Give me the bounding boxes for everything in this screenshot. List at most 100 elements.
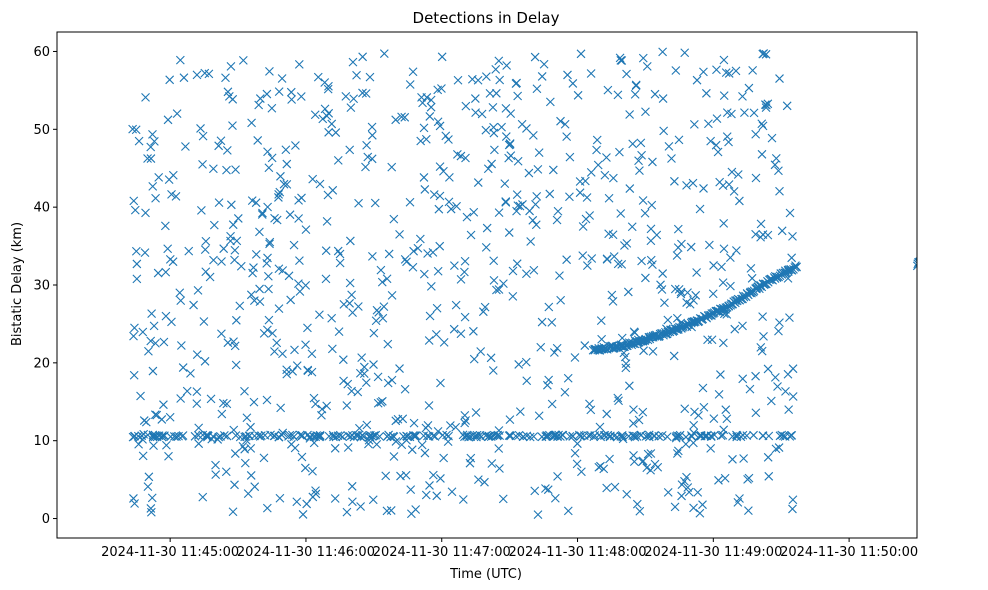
scatter-point (610, 482, 620, 492)
scatter-point (254, 100, 264, 110)
scatter-point (281, 145, 291, 155)
scatter-point (545, 97, 555, 107)
scatter-point (217, 329, 226, 339)
scatter-point (318, 114, 328, 124)
scatter-point (134, 439, 144, 449)
y-tick-label: 40 (33, 201, 50, 216)
scatter-point (714, 475, 723, 485)
scatter-point (699, 184, 708, 193)
scatter-point (534, 148, 544, 158)
x-tick-label: 2024-11-30 11:46:00 (237, 545, 375, 560)
scatter-point (533, 164, 543, 174)
scatter-point (262, 259, 272, 268)
scatter-point (152, 410, 162, 420)
scatter-point (153, 268, 163, 278)
scatter-point (545, 189, 555, 199)
scatter-point (681, 439, 691, 449)
scatter-point (129, 494, 138, 503)
scatter-point (317, 404, 327, 414)
scatter-point (628, 139, 638, 149)
scatter-point (613, 393, 623, 403)
scatter-point (169, 432, 179, 441)
scatter-point (342, 507, 352, 517)
scatter-point (324, 431, 334, 441)
scatter-point (294, 214, 304, 223)
scatter-point (449, 261, 459, 271)
scatter-point (560, 119, 570, 129)
scatter-point (143, 154, 152, 163)
scatter-point (763, 364, 773, 374)
scatter-point (639, 346, 648, 356)
scatter-point (553, 471, 562, 481)
scatter-point (674, 135, 684, 145)
scatter-point (724, 137, 733, 147)
scatter-point (501, 132, 511, 141)
scatter-point (432, 491, 442, 501)
scatter-point (634, 415, 644, 425)
scatter-point (489, 122, 498, 132)
scatter-point (636, 138, 646, 148)
scatter-point (529, 265, 539, 275)
scatter-point (530, 486, 540, 496)
scatter-point (331, 432, 341, 442)
scatter-point (469, 354, 479, 364)
scatter-point (775, 318, 784, 328)
scatter-point (333, 155, 343, 165)
scatter-point (425, 481, 434, 490)
scatter-point (721, 68, 731, 77)
scatter-point (725, 253, 735, 262)
scatter-point (396, 471, 405, 481)
scatter-point (223, 338, 233, 348)
scatter-point (695, 508, 705, 518)
scatter-point (732, 431, 742, 441)
scatter-point (322, 401, 332, 411)
scatter-point (542, 380, 552, 390)
scatter-point (422, 93, 432, 102)
scatter-point (272, 338, 282, 348)
scatter-point (607, 290, 617, 300)
scatter-point (159, 337, 169, 347)
scatter-point (416, 136, 426, 146)
scatter-point (345, 236, 355, 246)
scatter-point (420, 185, 430, 194)
scatter-point (719, 244, 729, 254)
scatter-point (664, 141, 674, 151)
y-axis: 0 10 20 30 40 50 60 (33, 45, 57, 527)
scatter-point (402, 257, 411, 267)
scatter-point (387, 290, 397, 300)
scatter-point (275, 493, 285, 503)
scatter-point (536, 342, 546, 352)
scatter-point (481, 72, 491, 82)
scatter-point (635, 506, 645, 516)
scatter-point (230, 255, 239, 265)
scatter-point (228, 121, 237, 131)
scatter-point (528, 130, 538, 140)
scatter-point (131, 246, 141, 256)
scatter-point (781, 386, 790, 396)
scatter-point (484, 432, 494, 441)
scatter-point (353, 302, 363, 311)
scatter-point (322, 216, 332, 226)
scatter-point (547, 399, 557, 409)
scatter-point (451, 300, 461, 310)
scatter-point (783, 369, 793, 379)
scatter-point (748, 65, 758, 75)
scatter-point (452, 150, 462, 159)
scatter-point (147, 493, 157, 503)
scatter-point (628, 419, 638, 428)
scatter-point (149, 321, 159, 331)
scatter-point (671, 66, 681, 75)
scatter-point (160, 221, 170, 231)
scatter-point (543, 485, 553, 495)
scatter-point (176, 296, 186, 306)
scatter-point (521, 269, 531, 279)
scatter-point (287, 95, 297, 104)
scatter-point (662, 432, 672, 442)
scatter-point (425, 311, 435, 321)
scatter-point (515, 201, 525, 211)
scatter-point (508, 266, 518, 276)
scatter-point (381, 471, 391, 481)
scatter-point (354, 198, 363, 208)
scatter-point (226, 62, 236, 71)
scatter-point (214, 141, 224, 151)
